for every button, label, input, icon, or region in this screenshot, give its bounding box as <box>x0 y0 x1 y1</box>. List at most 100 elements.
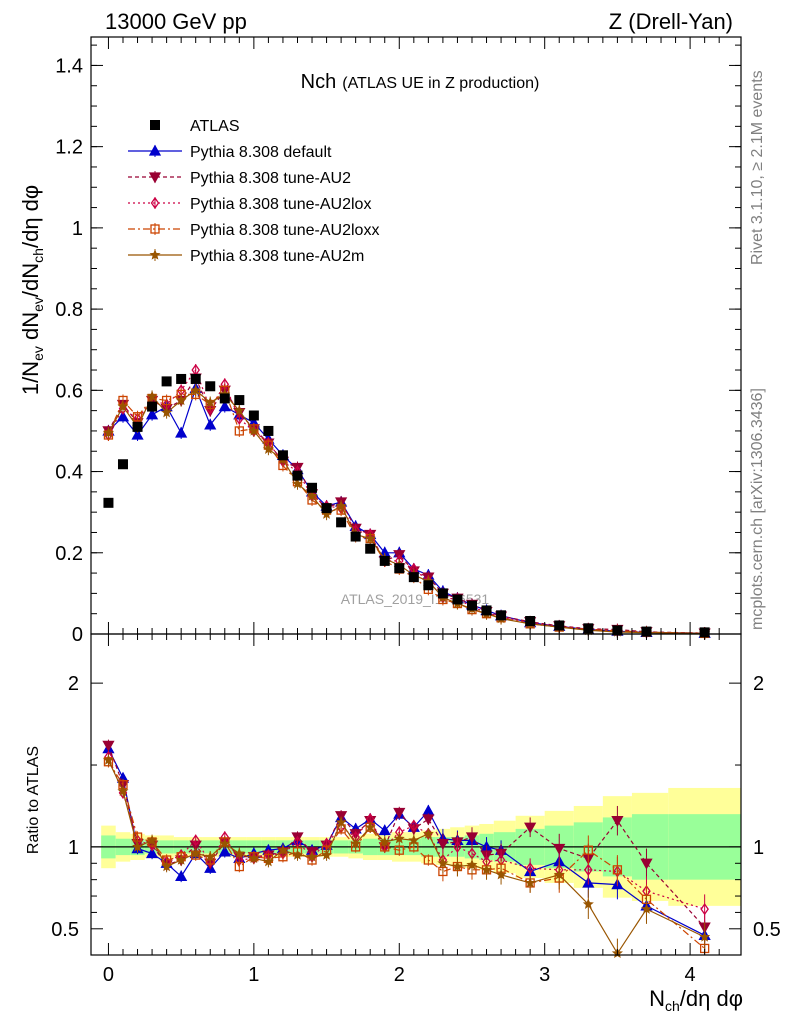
atlas-point <box>205 381 216 392</box>
ratio-point <box>422 814 435 826</box>
ratio-point <box>583 845 593 855</box>
ratio-point <box>248 852 260 864</box>
atlas-point <box>103 497 114 508</box>
ratio-point <box>700 903 709 916</box>
ratio-point <box>699 931 711 942</box>
ratio-point <box>466 859 478 870</box>
ratio-point <box>393 832 405 844</box>
ratio-series-line <box>107 745 706 928</box>
ratio-point <box>321 849 333 860</box>
atlas-point <box>350 531 361 542</box>
atlas-point <box>321 503 332 514</box>
legend-marker <box>148 144 162 156</box>
ratio-point <box>582 898 594 909</box>
ratio-plot-frame <box>90 633 742 956</box>
atlas-point <box>147 401 158 412</box>
legend-label: Pythia 8.308 tune-AU2lox <box>190 196 371 213</box>
atlas-point <box>423 580 434 591</box>
main-point <box>117 400 129 412</box>
ratio-point <box>584 863 593 876</box>
main-point <box>291 477 303 489</box>
legend-marker <box>150 224 160 234</box>
ratio-y-tick-label-right: 2 <box>753 673 764 695</box>
ratio-point <box>453 840 462 854</box>
mcplots-label: mcplots.cern.ch [arXiv:1306.3436] <box>749 388 766 630</box>
ratio-series-line <box>107 761 705 949</box>
atlas-point <box>292 470 303 481</box>
ratio-point <box>234 861 244 872</box>
ratio-point <box>408 834 420 846</box>
legend-marker <box>149 249 161 260</box>
atlas-point <box>452 594 463 605</box>
main-point <box>235 412 244 425</box>
ratio-point <box>393 807 406 819</box>
atlas-point <box>525 616 536 627</box>
atlas-point <box>379 555 390 566</box>
atlas-point <box>263 425 274 436</box>
header-left: 13000 GeV pp <box>105 9 247 34</box>
main-point <box>175 394 187 406</box>
ratio-point <box>640 858 653 870</box>
title-sub: (ATLAS UE in Z production) <box>342 75 539 92</box>
ratio-point <box>451 860 463 872</box>
svg-text:1/Nev dNev/dNch/dη dφ: 1/Nev dNev/dNch/dη dφ <box>18 185 46 395</box>
atlas-point <box>365 543 376 554</box>
ratio-point <box>481 863 493 875</box>
legend-label: Pythia 8.308 tune-AU2 <box>190 170 351 187</box>
legend-marker <box>150 120 160 130</box>
main-point <box>116 410 130 422</box>
atlas-point <box>437 588 448 599</box>
ratio-point <box>117 785 129 796</box>
main-series-line <box>107 376 705 634</box>
legend-label: Pythia 8.308 tune-AU2m <box>190 248 364 265</box>
ratio-point <box>191 834 200 847</box>
atlas-point <box>176 373 187 384</box>
ratio-point <box>262 855 274 867</box>
main-point <box>335 500 347 511</box>
ratio-series-line <box>107 759 705 955</box>
main-point <box>233 404 245 416</box>
ratio-y-axis-label: Ratio to ATLAS <box>25 746 42 854</box>
ratio-point <box>219 837 231 849</box>
rivet-label: Rivet 3.1.10, ≥ 2.1M events <box>749 70 766 265</box>
ratio-series-5 <box>102 754 711 959</box>
legend-marker <box>150 196 160 210</box>
atlas-point <box>394 563 405 574</box>
atlas-point <box>234 395 245 406</box>
main-y-tick-label: 0 <box>72 624 83 646</box>
ratio-point <box>204 850 216 862</box>
ratio-point <box>423 855 434 865</box>
atlas-point <box>190 373 201 384</box>
main-point <box>161 395 172 406</box>
atlas-point <box>161 376 172 387</box>
ratio-point <box>611 816 624 828</box>
main-point <box>218 400 231 412</box>
ratio-point <box>145 847 159 859</box>
main-y-tick-label: 0.4 <box>55 462 83 484</box>
ratio-point <box>335 811 348 823</box>
x-tick-label: 2 <box>394 964 405 986</box>
ratio-point <box>379 836 391 847</box>
main-point <box>364 532 376 544</box>
title-main: Nch <box>301 71 337 93</box>
ratio-point <box>102 754 114 765</box>
svg-text:Nch(ATLAS UE in Z production): Nch (ATLAS UE in Z production) <box>301 71 540 93</box>
ratio-point <box>335 816 347 828</box>
main-point <box>132 412 143 422</box>
ratio-point <box>378 824 391 836</box>
ratio-point <box>190 847 202 859</box>
main-series-line <box>107 389 705 634</box>
atlas-point <box>132 421 143 432</box>
atlas-point <box>307 482 318 493</box>
chart-title: Nch (ATLAS UE in Z production) <box>301 71 540 93</box>
main-plot-frame <box>90 36 742 635</box>
main-point <box>175 426 188 438</box>
ratio-point <box>612 865 623 875</box>
atlas-point <box>219 393 230 404</box>
atlas-point <box>554 620 565 631</box>
ratio-point <box>524 877 536 888</box>
ratio-point <box>306 850 318 862</box>
main-point <box>234 426 244 436</box>
main-point <box>262 443 274 454</box>
